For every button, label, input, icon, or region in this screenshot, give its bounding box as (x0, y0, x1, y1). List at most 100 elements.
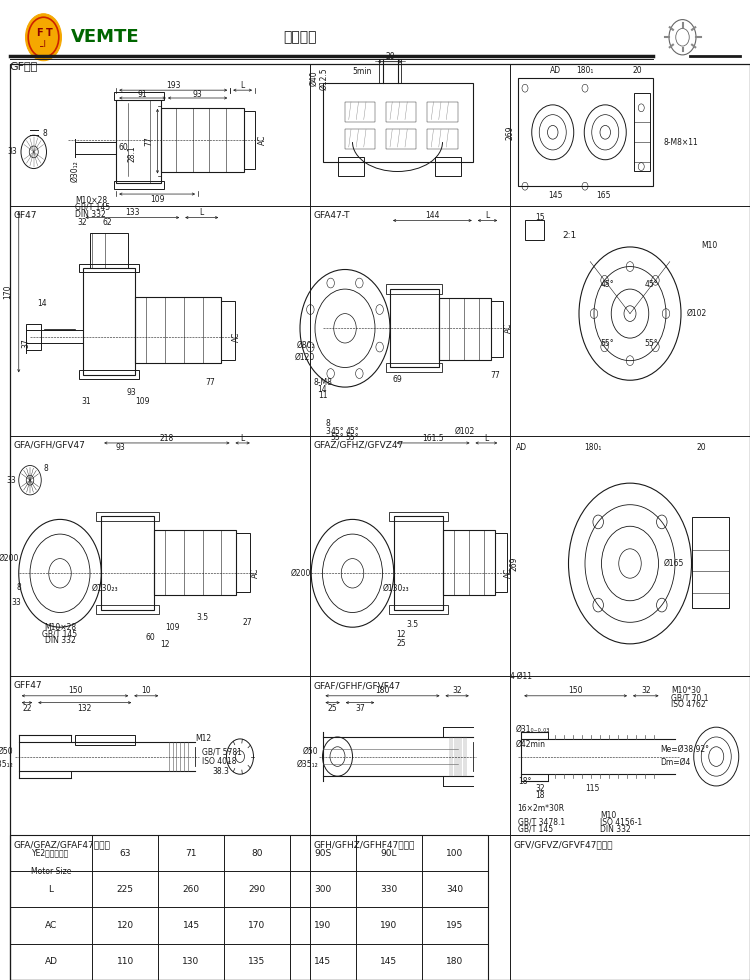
Bar (114, 92, 164, 100)
Text: 8: 8 (44, 464, 48, 473)
Text: 170: 170 (248, 921, 266, 930)
Text: 180₁: 180₁ (584, 443, 602, 453)
Bar (10, 835, 488, 980)
Text: GFA47-T: GFA47-T (314, 211, 350, 220)
Text: 161.5: 161.5 (422, 433, 444, 443)
Text: 132: 132 (77, 704, 92, 713)
Text: 115: 115 (585, 784, 600, 794)
Text: GFAZ/GFHZ/GFVZ47: GFAZ/GFHZ/GFVZ47 (314, 441, 404, 450)
Text: Ø30₁₂: Ø30₁₂ (70, 161, 80, 182)
Text: Ø130₂₃: Ø130₂₃ (382, 583, 410, 593)
Bar (79, 264, 139, 272)
Text: GB/T 145: GB/T 145 (43, 629, 77, 639)
Text: 109: 109 (150, 195, 164, 205)
Text: 8: 8 (16, 583, 21, 593)
Text: 3.5: 3.5 (406, 619, 418, 629)
Text: GB/T 145: GB/T 145 (518, 824, 553, 834)
Text: GFA/GFH/GFV47: GFA/GFH/GFV47 (13, 441, 86, 450)
Text: 8-M8×11: 8-M8×11 (664, 137, 698, 147)
Text: 80: 80 (251, 849, 262, 858)
Text: AC: AC (258, 135, 267, 145)
Text: Ø120: Ø120 (295, 353, 315, 363)
Text: 60: 60 (146, 632, 154, 642)
Text: L: L (49, 885, 53, 894)
Text: Ø200: Ø200 (291, 568, 311, 578)
Text: Motor Size: Motor Size (31, 866, 71, 876)
Text: L: L (200, 208, 204, 218)
Bar (427, 102, 458, 122)
Text: Ø12.5: Ø12.5 (320, 67, 328, 90)
Text: AC: AC (232, 332, 241, 342)
Text: 45°: 45° (346, 426, 359, 436)
Text: AC: AC (251, 568, 260, 578)
Bar (388, 605, 448, 614)
Text: 55°: 55° (331, 433, 344, 442)
Text: 269: 269 (509, 557, 518, 570)
Text: GFF47: GFF47 (13, 681, 42, 690)
Text: 22: 22 (22, 704, 32, 713)
Bar (221, 301, 235, 360)
Text: 33: 33 (11, 598, 21, 608)
Text: 218: 218 (160, 433, 174, 443)
Text: 32: 32 (452, 686, 462, 696)
Text: 55°: 55° (346, 433, 359, 442)
Text: 14: 14 (318, 384, 327, 394)
Text: L: L (485, 211, 490, 220)
Text: GFV/GFVZ/GFVF47输出轴: GFV/GFVZ/GFVF47输出轴 (514, 840, 613, 849)
Text: Ø200: Ø200 (0, 554, 19, 563)
Text: 145: 145 (314, 957, 332, 966)
Text: 63: 63 (119, 849, 131, 858)
Text: 300: 300 (314, 885, 332, 894)
Text: AC: AC (45, 921, 57, 930)
Text: 260: 260 (182, 885, 200, 894)
Bar (75, 735, 135, 745)
Text: 37: 37 (21, 338, 30, 348)
Text: Ø102: Ø102 (454, 426, 476, 436)
Bar (525, 220, 544, 240)
Text: 2:1: 2:1 (562, 230, 577, 240)
Text: 109: 109 (165, 622, 180, 632)
Text: 16×2m*30R: 16×2m*30R (518, 804, 565, 813)
Bar (90, 233, 128, 268)
Text: 93: 93 (193, 89, 202, 99)
Text: F: F (37, 28, 43, 38)
Bar (518, 78, 652, 186)
Text: 5min: 5min (352, 67, 372, 76)
Text: M10*30: M10*30 (671, 686, 701, 696)
Text: 45°: 45° (331, 426, 344, 436)
Text: 133: 133 (125, 208, 140, 218)
Text: Ø102: Ø102 (687, 309, 707, 318)
Text: GFH/GFHZ/GFHF47输出轴: GFH/GFHZ/GFHF47输出轴 (314, 840, 415, 849)
Text: 20: 20 (697, 443, 706, 453)
Text: Ø165: Ø165 (664, 559, 684, 568)
Bar (439, 298, 491, 360)
Text: 225: 225 (117, 885, 134, 894)
Text: 69: 69 (393, 374, 402, 384)
Text: 180₁: 180₁ (576, 66, 594, 75)
Text: 8: 8 (326, 418, 330, 428)
Bar (154, 530, 236, 595)
Text: 180: 180 (446, 957, 464, 966)
Text: Ø42min: Ø42min (516, 740, 546, 750)
Text: DIN 332: DIN 332 (600, 824, 631, 834)
Text: 195: 195 (446, 921, 464, 930)
Text: _|: _| (40, 39, 46, 47)
Bar (116, 100, 161, 183)
Text: T: T (46, 28, 53, 38)
Text: 77: 77 (206, 377, 215, 387)
Text: 110: 110 (116, 957, 134, 966)
Text: 12: 12 (397, 629, 406, 639)
Text: 60: 60 (118, 143, 128, 153)
Bar (96, 512, 159, 521)
Text: M10×28: M10×28 (44, 622, 76, 632)
Text: 269: 269 (506, 125, 515, 139)
Text: GFA/GFAZ/GFAF47输出轴: GFA/GFAZ/GFAF47输出轴 (13, 840, 110, 849)
Text: 8-M8: 8-M8 (313, 377, 332, 387)
Text: 144: 144 (425, 211, 439, 220)
Text: 145: 145 (380, 957, 398, 966)
Text: AC: AC (504, 568, 513, 578)
Text: 10: 10 (142, 686, 151, 696)
Text: YE2电机机座号: YE2电机机座号 (32, 849, 70, 858)
Text: L: L (241, 433, 244, 443)
Text: 38.3: 38.3 (213, 766, 230, 776)
